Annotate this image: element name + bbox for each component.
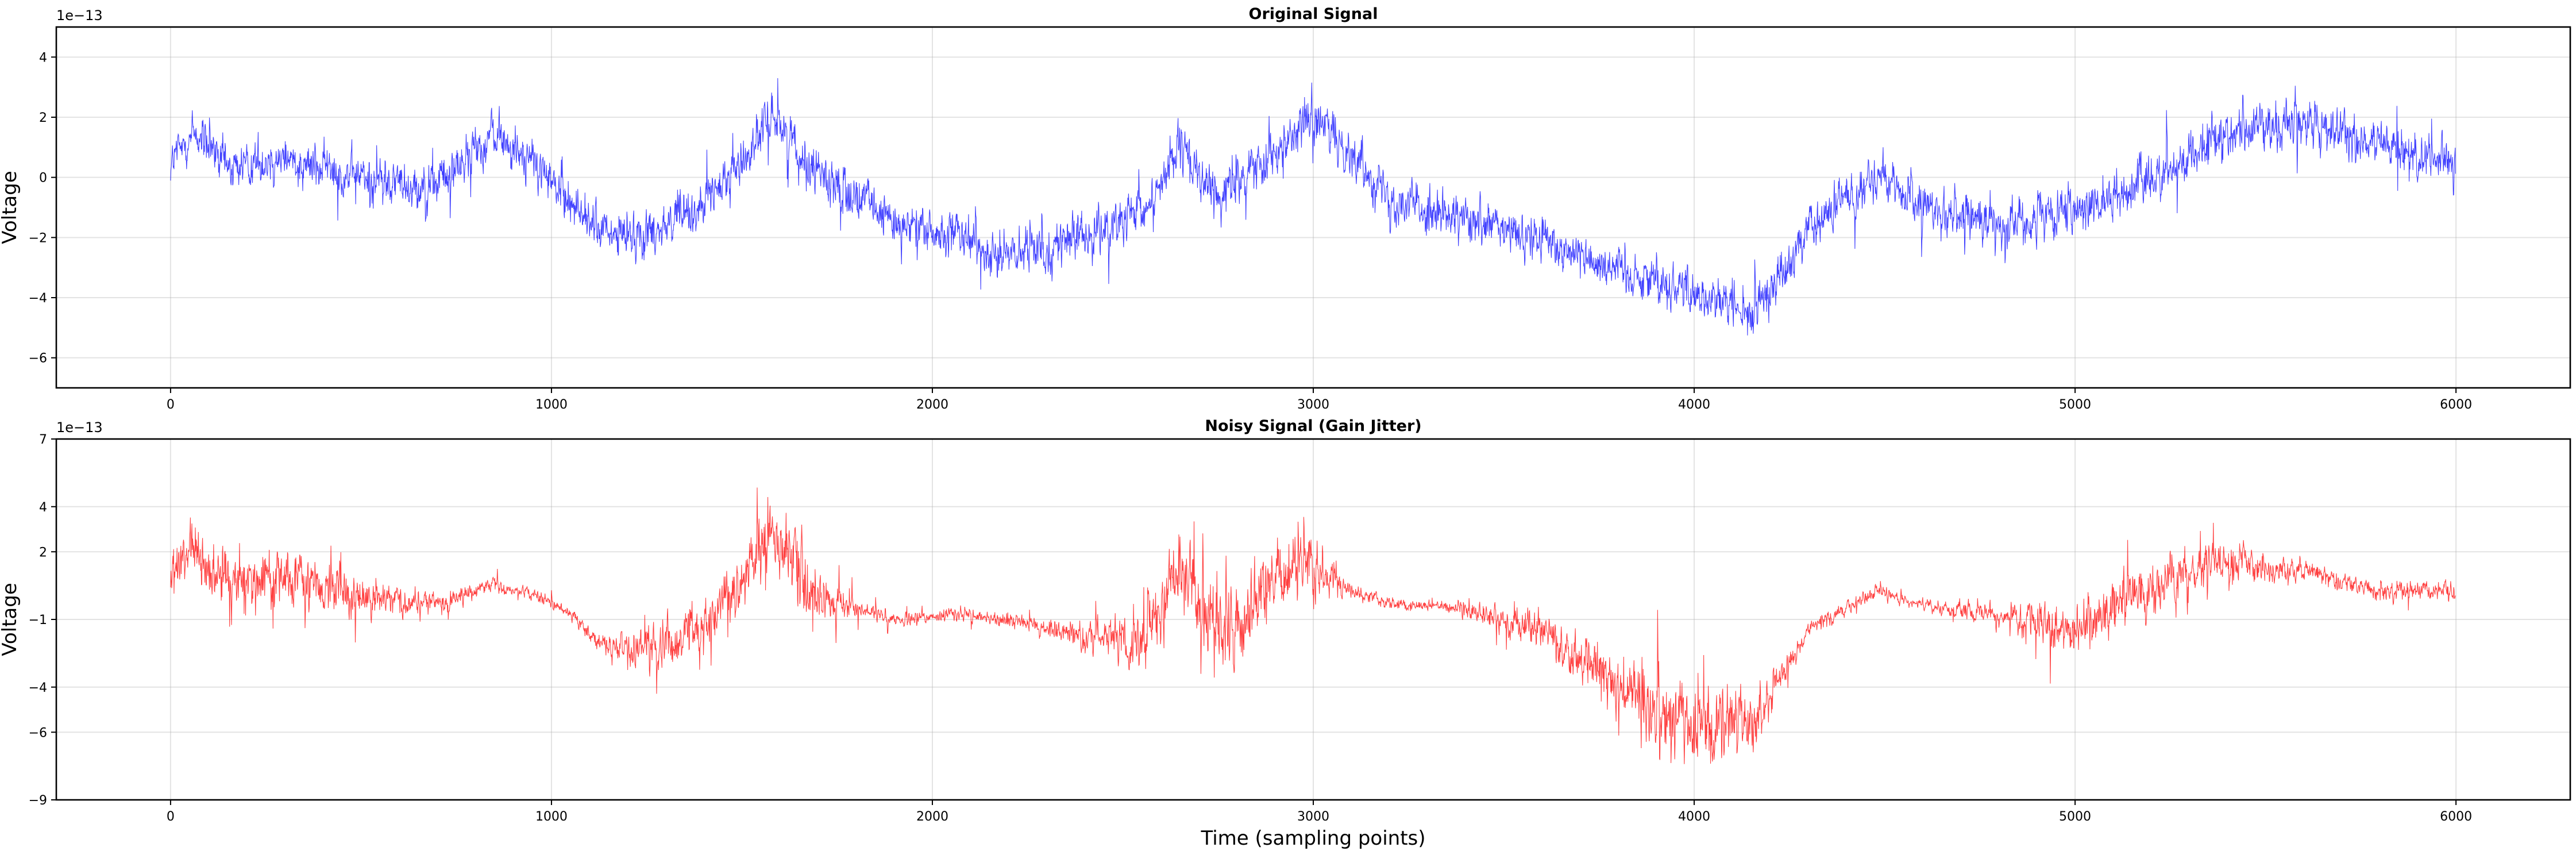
y-axis-label: Voltage — [0, 583, 21, 656]
y-tick-label: −6 — [29, 726, 47, 740]
y-tick-label: −4 — [29, 681, 47, 695]
x-tick-label: 5000 — [2059, 398, 2091, 412]
y-tick-label: 0 — [39, 171, 47, 186]
series-line — [170, 78, 2456, 336]
y-tick-label: 2 — [39, 545, 47, 560]
y-tick-label: −1 — [29, 613, 47, 627]
y-offset-label: 1e−13 — [56, 419, 103, 436]
y-tick-label: −2 — [29, 231, 47, 245]
y-tick-label: −9 — [29, 794, 47, 808]
grid — [56, 27, 2570, 388]
plot-title: Original Signal — [1249, 5, 1378, 23]
y-tick-label: 4 — [39, 51, 47, 65]
y-tick-label: 2 — [39, 111, 47, 125]
x-tick-label: 3000 — [1297, 398, 1329, 412]
x-tick-label: 0 — [167, 398, 175, 412]
x-tick-label: 1000 — [535, 398, 568, 412]
y-axis-label: Voltage — [0, 171, 21, 244]
x-tick-label: 6000 — [2440, 810, 2472, 824]
plot-title: Noisy Signal (Gain Jitter) — [1205, 417, 1421, 435]
x-tick-label: 0 — [167, 810, 175, 824]
x-tick-label: 6000 — [2440, 398, 2472, 412]
series-layer — [170, 487, 2456, 764]
tick-layer: 0 1000 2000 3000 4000 5000 6000 −9 −6 −4 −1 2 4 7 — [29, 433, 2473, 824]
x-tick-label: 5000 — [2059, 810, 2091, 824]
y-tick-label: 4 — [39, 500, 47, 515]
series-line — [170, 487, 2456, 764]
plot-frame — [55, 26, 2571, 389]
x-tick-label: 3000 — [1297, 810, 1329, 824]
series-layer — [170, 78, 2456, 336]
y-offset-label: 1e−13 — [56, 7, 103, 24]
grid — [56, 438, 2570, 800]
y-tick-label: −4 — [29, 291, 47, 306]
x-tick-label: 2000 — [916, 810, 948, 824]
x-tick-label: 4000 — [1678, 810, 1710, 824]
tick-layer: 0 1000 2000 3000 4000 5000 6000 −6 −4 −2 0 2 4 — [29, 51, 2473, 412]
x-tick-label: 1000 — [535, 810, 568, 824]
y-tick-label: 7 — [39, 433, 47, 447]
y-tick-label: −6 — [29, 352, 47, 366]
noisy-signal-panel: 0 1000 2000 3000 4000 5000 6000 −9 −6 −4 −1 2 4 7 Noi… — [0, 417, 2571, 850]
original-signal-panel: 0 1000 2000 3000 4000 5000 6000 −6 −4 −2 0 2 4 Origi… — [0, 5, 2571, 412]
plot-frame — [55, 438, 2571, 801]
x-tick-label: 4000 — [1678, 398, 1710, 412]
x-axis-label: Time (sampling points) — [1200, 827, 1425, 850]
x-tick-label: 2000 — [916, 398, 948, 412]
